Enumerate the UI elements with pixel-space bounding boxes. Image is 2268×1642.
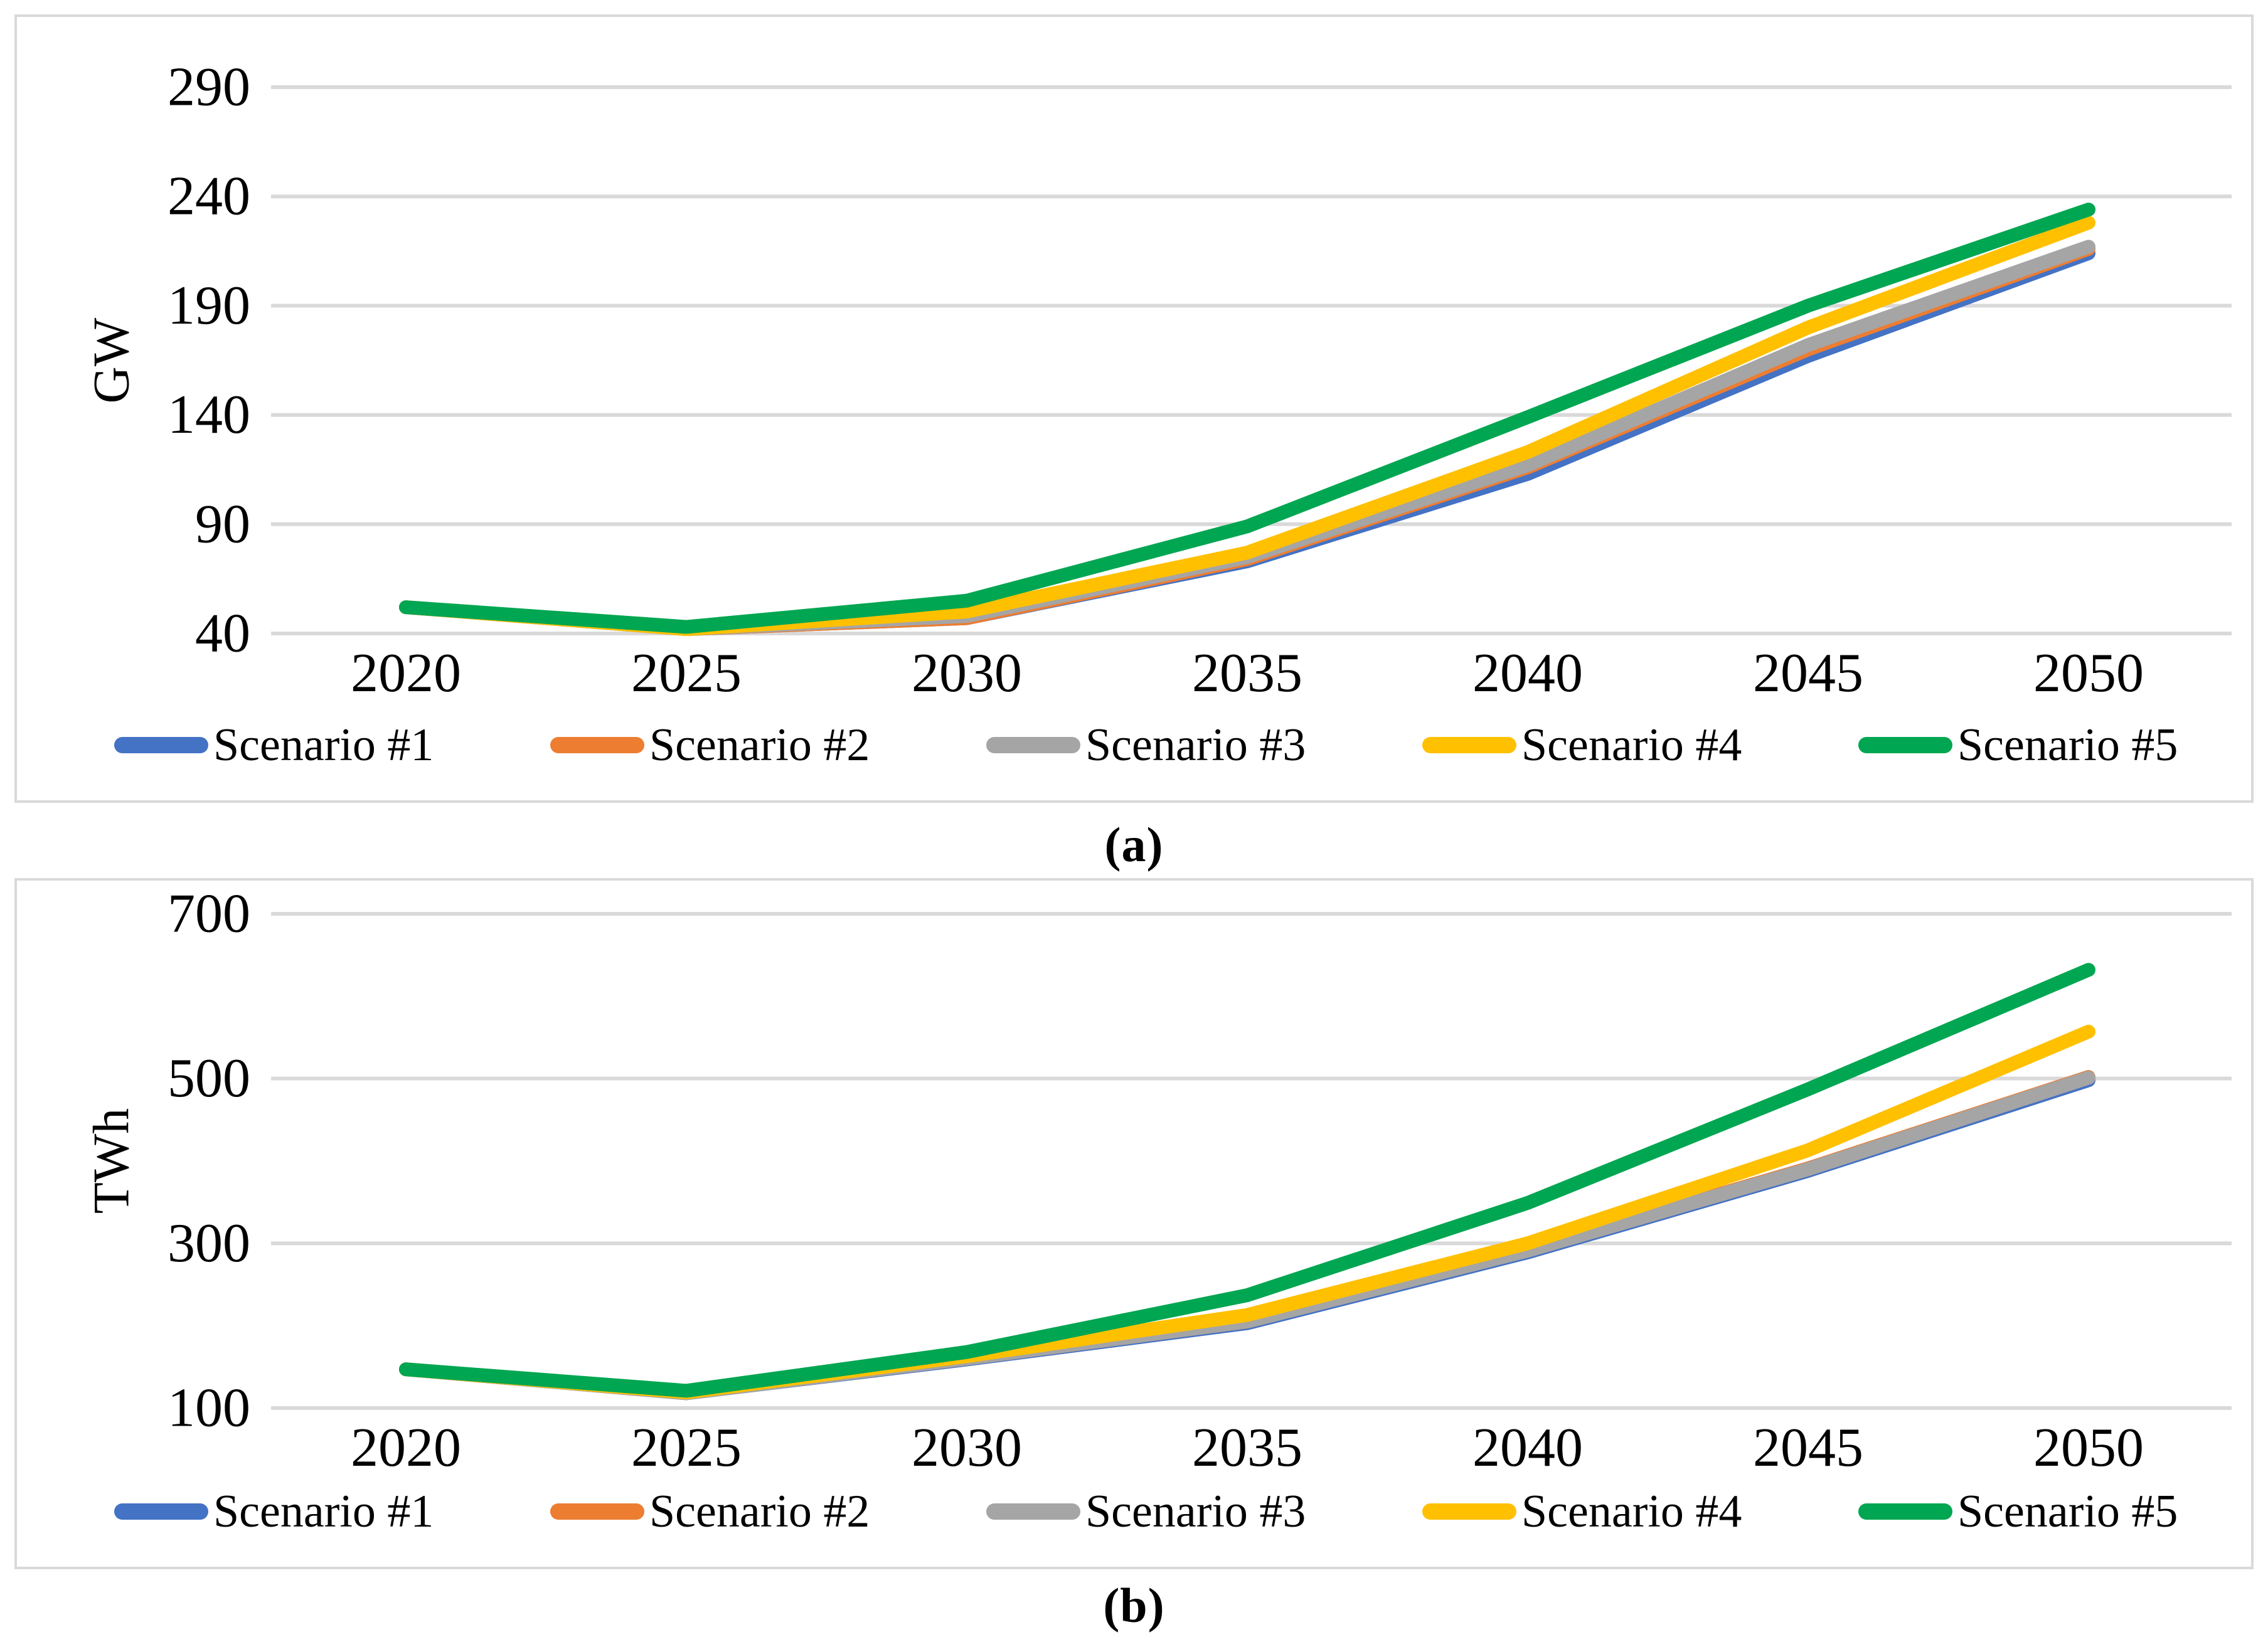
legend-item-label: Scenario #2 — [649, 719, 870, 771]
legend-marker-icon — [1858, 737, 1952, 753]
x-tick-label-2035: 2035 — [1192, 643, 1302, 704]
legend-item-label: Scenario #1 — [213, 1486, 434, 1537]
legend-marker-icon — [114, 737, 208, 753]
caption-b: (b) — [1103, 1578, 1165, 1633]
legend-item-label: Scenario #5 — [1957, 1486, 2178, 1537]
legend-item-label: Scenario #4 — [1521, 1486, 1742, 1537]
legend-item-scenario-2: Scenario #2 — [550, 1486, 870, 1537]
x-tick-label-2020: 2020 — [351, 1417, 461, 1478]
legend-item-label: Scenario #1 — [213, 719, 434, 771]
x-tick-label-2030: 2030 — [912, 1417, 1022, 1478]
legend-item-scenario-1: Scenario #1 — [114, 1486, 434, 1537]
y-tick-label-100: 100 — [168, 1378, 250, 1439]
x-tick-label-2025: 2025 — [631, 643, 742, 704]
legend-b: Scenario #1 Scenario #2 Scenario #3 Scenari… — [114, 1486, 2178, 1537]
legend-item-scenario-1: Scenario #1 — [114, 719, 434, 771]
legend-marker-icon — [550, 737, 644, 753]
x-tick-label-2030: 2030 — [912, 643, 1022, 704]
legend-item-scenario-3: Scenario #3 — [986, 1486, 1306, 1537]
y-axis-unit-label-TWh: TWh — [83, 1108, 140, 1214]
y-tick-label-700: 700 — [168, 884, 250, 945]
y-tick-label-90: 90 — [195, 494, 250, 554]
legend-item-scenario-2: Scenario #2 — [550, 719, 870, 771]
x-tick-label-2040: 2040 — [1472, 1417, 1583, 1478]
legend-item-label: Scenario #4 — [1521, 719, 1742, 771]
x-tick-label-2050: 2050 — [2033, 643, 2144, 704]
chart-panel-b: 100 300 500 700 2020 2025 2030 2035 2040 2045 2050… — [14, 878, 2254, 1569]
legend-item-label: Scenario #2 — [649, 1486, 870, 1537]
legend-item-label: Scenario #3 — [1085, 1486, 1306, 1537]
legend-marker-icon — [1422, 737, 1516, 753]
y-tick-label-500: 500 — [168, 1048, 250, 1109]
series-line-scenario-2 — [399, 1070, 2095, 1401]
legend-item-scenario-5: Scenario #5 — [1858, 719, 2178, 771]
x-tick-label-2035: 2035 — [1192, 1417, 1302, 1478]
caption-a: (a) — [1104, 817, 1164, 872]
y-tick-label-240: 240 — [168, 166, 250, 227]
legend-marker-icon — [1858, 1503, 1952, 1520]
y-tick-label-190: 190 — [168, 275, 250, 336]
x-tick-label-2045: 2045 — [1753, 1417, 1863, 1478]
y-tick-label-290: 290 — [168, 57, 250, 118]
y-tick-label-140: 140 — [168, 384, 250, 445]
legend-marker-icon — [986, 737, 1080, 753]
legend-item-scenario-3: Scenario #3 — [986, 719, 1306, 771]
series-line-scenario-4 — [399, 1024, 2095, 1400]
legend-marker-icon — [114, 1503, 208, 1520]
series-line-scenario-1 — [399, 1073, 2095, 1401]
y-tick-label-40: 40 — [195, 603, 250, 664]
legend-item-scenario-5: Scenario #5 — [1858, 1486, 2178, 1537]
gridlines-b — [271, 912, 2232, 1410]
series-line-scenario-3 — [399, 1071, 2095, 1401]
legend-item-label: Scenario #5 — [1957, 719, 2178, 771]
x-tick-label-2045: 2045 — [1753, 643, 1863, 704]
legend-item-scenario-4: Scenario #4 — [1422, 1486, 1742, 1537]
chart-panel-a: 40 90 140 190 240 290 2020 2025 2030 2035 2040 2045… — [14, 14, 2254, 803]
series-line-scenario-1 — [399, 246, 2095, 637]
y-tick-label-300: 300 — [168, 1213, 250, 1274]
legend-marker-icon — [550, 1503, 644, 1520]
legend-item-label: Scenario #3 — [1085, 719, 1306, 771]
x-tick-label-2020: 2020 — [351, 643, 461, 704]
x-tick-label-2025: 2025 — [631, 1417, 742, 1478]
gridlines-a — [271, 85, 2232, 635]
series-line-scenario-5 — [399, 963, 2095, 1398]
x-tick-label-2050: 2050 — [2033, 1417, 2144, 1478]
chart-b-svg: 100 300 500 700 2020 2025 2030 2035 2040 2045 2050… — [83, 884, 2232, 1537]
legend-item-scenario-4: Scenario #4 — [1422, 719, 1742, 771]
legend-marker-icon — [986, 1503, 1080, 1520]
series-line-scenario-5 — [399, 203, 2095, 634]
legend-marker-icon — [1422, 1503, 1516, 1520]
x-tick-label-2040: 2040 — [1472, 643, 1583, 704]
y-axis-unit-label-GW: GW — [83, 317, 140, 403]
legend-a: Scenario #1 Scenario #2 Scenario #3 Scenari… — [114, 719, 2178, 771]
chart-a-svg: 40 90 140 190 240 290 2020 2025 2030 2035 2040 2045… — [83, 57, 2232, 771]
